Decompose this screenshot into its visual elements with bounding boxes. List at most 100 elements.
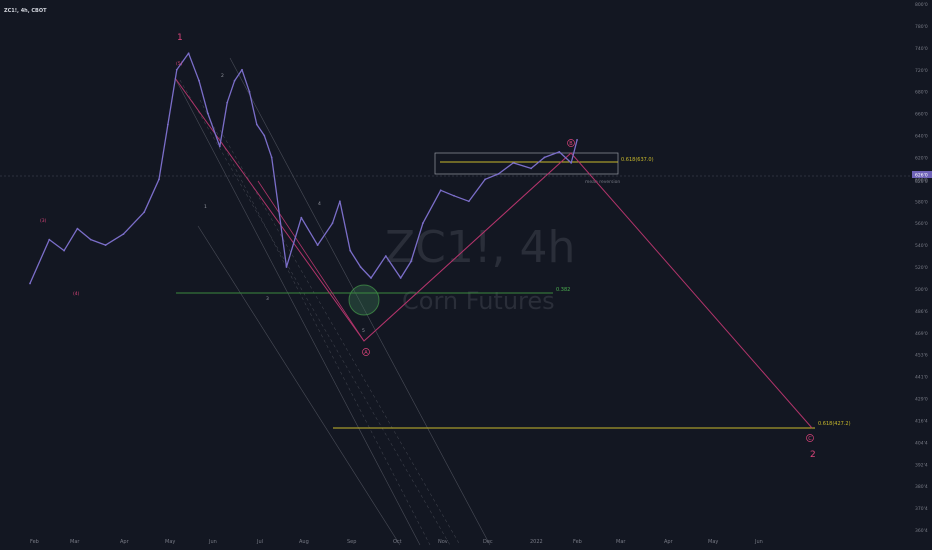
price-point <box>270 156 273 159</box>
wave-label-1: 1 <box>177 33 183 43</box>
y-tick-label: 453'6 <box>915 353 928 359</box>
fib-label-0382: 0.382 <box>556 287 570 293</box>
x-tick-label: Jun <box>754 539 763 545</box>
y-tick-label: 370'4 <box>915 506 928 512</box>
price-point <box>48 238 51 241</box>
price-point <box>576 138 578 141</box>
x-tick-label: Apr <box>664 539 674 545</box>
wave-channel-lower <box>257 180 365 342</box>
y-tick-label: 416'4 <box>915 418 928 424</box>
y-tick-label: 740'0 <box>915 46 928 52</box>
last-price-badge <box>912 171 932 178</box>
price-point <box>338 200 341 203</box>
fib-label-0618-lower: 0.618(427.2) <box>818 421 851 427</box>
x-tick-label: Dec <box>483 539 493 545</box>
y-tick-label: 429'0 <box>915 397 928 403</box>
minor-wave-label: 3 <box>266 296 269 302</box>
secondary-price-label: 620'0 <box>915 179 928 185</box>
y-tick-label: 404'4 <box>915 440 928 446</box>
y-tick-label: 520'0 <box>915 265 928 271</box>
channel-line <box>199 99 431 546</box>
y-tick-label: 800'0 <box>915 2 928 8</box>
price-point <box>421 222 424 225</box>
channel-line <box>174 77 421 546</box>
price-point <box>370 277 372 279</box>
minor-wave-label: (4) <box>73 291 80 297</box>
wave-circle-A <box>362 348 370 356</box>
last-price-label: 626'0 <box>915 173 928 179</box>
price-point <box>166 123 169 126</box>
x-tick-label: Mar <box>70 539 80 545</box>
x-tick-label: May <box>708 539 718 545</box>
price-point <box>512 161 515 164</box>
price-point <box>248 90 251 93</box>
price-point <box>349 249 352 252</box>
x-tick-label: Sep <box>347 539 356 545</box>
price-point <box>198 79 200 82</box>
price-point <box>453 194 455 197</box>
fib-label-0618-upper: 0.618(637.0) <box>621 157 654 163</box>
price-point <box>187 52 190 55</box>
x-tick-label: Mar <box>616 539 626 545</box>
price-point <box>226 101 229 104</box>
minor-wave-label: 1 <box>204 204 207 210</box>
y-tick-label: 486'6 <box>915 309 928 315</box>
watermark-name: Corn Futures <box>402 287 555 315</box>
y-tick-label: 640'0 <box>915 134 928 140</box>
y-tick-label: 580'0 <box>915 199 928 205</box>
price-point <box>316 244 319 246</box>
price-point <box>497 172 500 175</box>
x-tick-label: 2022 <box>530 539 543 545</box>
y-tick-label: 620'0 <box>915 155 928 161</box>
y-tick-label: 560'0 <box>915 221 928 227</box>
y-tick-label: 441'0 <box>915 375 928 381</box>
y-tick-label: 469'0 <box>915 331 928 337</box>
y-tick-label: 720'0 <box>915 68 928 74</box>
wave-circle-C <box>806 434 814 442</box>
price-point <box>467 200 470 203</box>
symbol-header: ZC1!, 4h, CBOT <box>4 8 47 14</box>
y-tick-label: 392'4 <box>915 462 928 468</box>
watermark-symbol: ZC1!, 4h <box>385 222 575 273</box>
y-tick-label: 540'0 <box>915 243 928 249</box>
y-tick-label: 680'0 <box>915 90 928 96</box>
price-point <box>410 260 412 263</box>
x-tick-label: Apr <box>120 539 130 545</box>
y-tick-label: 360'4 <box>915 528 928 534</box>
price-point <box>331 222 334 225</box>
y-tick-label: 380'4 <box>915 484 928 490</box>
price-point <box>175 68 178 71</box>
price-point <box>300 216 303 219</box>
price-point <box>384 255 387 257</box>
channel-line <box>197 225 401 546</box>
x-tick-label: Jul <box>256 539 263 545</box>
price-point <box>570 161 573 164</box>
x-tick-label: Oct <box>393 539 402 545</box>
channel-line <box>229 57 491 546</box>
price-point <box>233 79 236 82</box>
x-tick-label: Aug <box>299 539 309 545</box>
price-point <box>263 134 266 137</box>
price-point <box>399 277 402 279</box>
wave-label-A: A <box>364 350 368 356</box>
minor-wave-label: (5) <box>176 61 183 67</box>
price-point <box>484 178 487 181</box>
price-point <box>29 282 31 285</box>
wave-label-B: B <box>569 141 573 147</box>
y-tick-label: 780'0 <box>915 24 928 30</box>
price-point <box>143 211 146 214</box>
minor-wave-label: 5 <box>362 328 365 334</box>
price-point <box>104 244 107 246</box>
minor-wave-label: 2 <box>221 73 224 79</box>
price-point <box>255 123 258 126</box>
annotation-mean-reversion: mean reversion <box>585 179 620 185</box>
fib-box <box>434 152 619 175</box>
price-point <box>359 266 362 268</box>
price-point <box>285 266 288 268</box>
x-tick-label: Nov <box>438 539 448 545</box>
price-point <box>241 68 243 71</box>
price-point <box>76 227 79 230</box>
wave-circle-B <box>567 139 575 147</box>
